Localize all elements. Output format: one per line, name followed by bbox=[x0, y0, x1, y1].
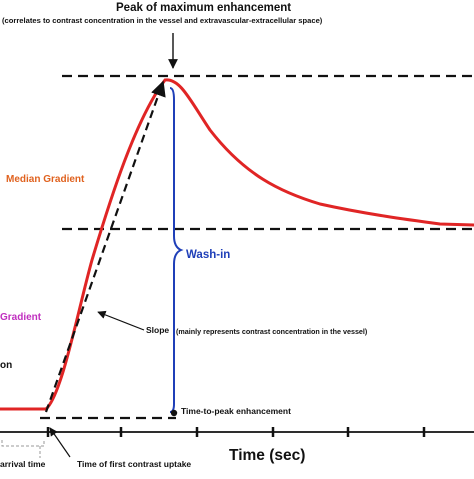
x-axis-label: Time (sec) bbox=[229, 447, 306, 464]
wash-in-label: Wash-in bbox=[186, 249, 231, 261]
slope-arrow bbox=[97, 310, 145, 331]
truncated-label: on bbox=[0, 360, 13, 371]
first-uptake-arrow bbox=[49, 427, 71, 458]
wash-in-brace bbox=[169, 87, 184, 413]
diagram-subtitle: (correlates to contrast concentration in… bbox=[2, 16, 323, 25]
time-axis-ticks bbox=[46, 427, 426, 437]
enhancement-curve bbox=[0, 78, 474, 411]
time-to-peak-dot bbox=[170, 409, 178, 417]
first-uptake-label: Time of first contrast uptake bbox=[77, 459, 192, 469]
diagram-title: Peak of maximum enhancement bbox=[116, 2, 292, 14]
slope-note: (mainly represents contrast concentratio… bbox=[176, 327, 368, 336]
gradient-label: Gradient bbox=[0, 312, 42, 323]
arrival-time-label: arrival time bbox=[0, 459, 46, 469]
time-to-peak-label: Time-to-peak enhancement bbox=[181, 406, 291, 416]
slope-label: Slope bbox=[146, 325, 170, 335]
median-gradient-label: Median Gradient bbox=[6, 174, 85, 185]
arrival-time-bracket bbox=[1, 440, 45, 447]
slope-dashed-line bbox=[44, 80, 166, 413]
